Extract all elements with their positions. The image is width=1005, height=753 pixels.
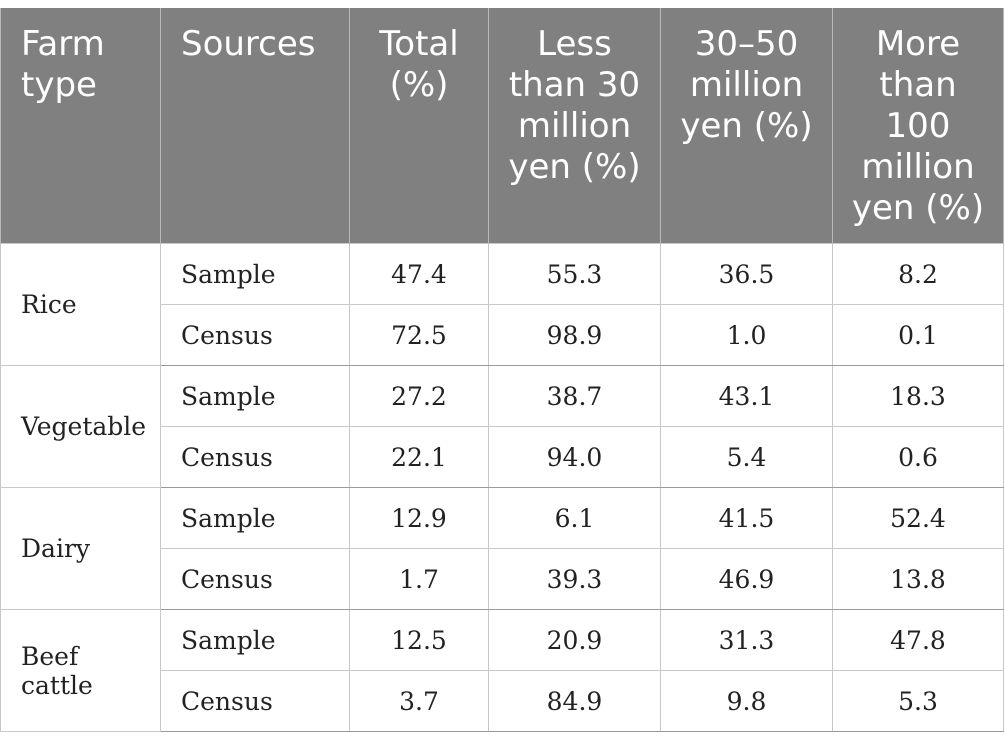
total-cell: 1.7 <box>349 548 489 610</box>
more-than-100-cell: 8.2 <box>832 243 1004 305</box>
30-50-cell: 36.5 <box>660 243 833 305</box>
source-cell: Census <box>160 548 350 610</box>
total-cell: 22.1 <box>349 426 489 488</box>
more-than-100-cell: 0.6 <box>832 426 1004 488</box>
more-than-100-cell: 52.4 <box>832 487 1004 549</box>
table-body: Rice Sample 47.4 55.3 36.5 8.2 Census 72… <box>0 243 1004 732</box>
more-than-100-cell: 0.1 <box>832 304 1004 366</box>
30-50-cell: 31.3 <box>660 609 833 671</box>
table-row: Census 22.1 94.0 5.4 0.6 <box>1 426 1004 488</box>
more-than-100-cell: 47.8 <box>832 609 1004 671</box>
table-row: Vegetable Sample 27.2 38.7 43.1 18.3 <box>0 365 1004 488</box>
total-cell: 12.9 <box>349 487 489 549</box>
source-cell: Census <box>160 426 350 488</box>
header-30-50: 30–50 million yen (%) <box>660 8 833 244</box>
less-than-30-cell: 39.3 <box>488 548 661 610</box>
farm-type-cell: Beef cattle <box>0 609 161 732</box>
table-row: Census 1.7 39.3 46.9 13.8 <box>1 548 1004 610</box>
farm-income-table: Farm type Sources Total (%) Less than 30… <box>0 8 1004 732</box>
30-50-cell: 1.0 <box>660 304 833 366</box>
30-50-cell: 9.8 <box>660 670 833 732</box>
source-cell: Sample <box>160 365 350 427</box>
table-row: Rice Sample 47.4 55.3 36.5 8.2 <box>0 243 1004 366</box>
header-farm-type: Farm type <box>0 8 161 244</box>
table-row: Census 3.7 84.9 9.8 5.3 <box>1 670 1004 732</box>
more-than-100-cell: 13.8 <box>832 548 1004 610</box>
less-than-30-cell: 20.9 <box>488 609 661 671</box>
farm-type-cell: Rice <box>0 243 161 366</box>
header-row: Farm type Sources Total (%) Less than 30… <box>0 8 1004 244</box>
source-cell: Census <box>160 304 350 366</box>
30-50-cell: 41.5 <box>660 487 833 549</box>
more-than-100-cell: 5.3 <box>832 670 1004 732</box>
total-cell: 12.5 <box>349 609 489 671</box>
source-cell: Sample <box>160 609 350 671</box>
table-header: Farm type Sources Total (%) Less than 30… <box>0 8 1004 244</box>
header-more-than-100: More than 100 million yen (%) <box>832 8 1004 244</box>
table-row: Beef cattle Sample 12.5 20.9 31.3 47.8 <box>0 609 1004 732</box>
less-than-30-cell: 84.9 <box>488 670 661 732</box>
total-cell: 27.2 <box>349 365 489 427</box>
less-than-30-cell: 98.9 <box>488 304 661 366</box>
source-cell: Sample <box>160 487 350 549</box>
source-cell: Sample <box>160 243 350 305</box>
less-than-30-cell: 38.7 <box>488 365 661 427</box>
less-than-30-cell: 94.0 <box>488 426 661 488</box>
farm-type-cell: Dairy <box>0 487 161 610</box>
table-row: Dairy Sample 12.9 6.1 41.5 52.4 <box>0 487 1004 610</box>
30-50-cell: 43.1 <box>660 365 833 427</box>
total-cell: 72.5 <box>349 304 489 366</box>
source-cell: Census <box>160 670 350 732</box>
header-total: Total (%) <box>349 8 489 244</box>
30-50-cell: 46.9 <box>660 548 833 610</box>
header-sources: Sources <box>160 8 350 244</box>
total-cell: 47.4 <box>349 243 489 305</box>
more-than-100-cell: 18.3 <box>832 365 1004 427</box>
30-50-cell: 5.4 <box>660 426 833 488</box>
farm-type-cell: Vegetable <box>0 365 161 488</box>
header-less-than-30: Less than 30 million yen (%) <box>488 8 661 244</box>
total-cell: 3.7 <box>349 670 489 732</box>
less-than-30-cell: 55.3 <box>488 243 661 305</box>
less-than-30-cell: 6.1 <box>488 487 661 549</box>
